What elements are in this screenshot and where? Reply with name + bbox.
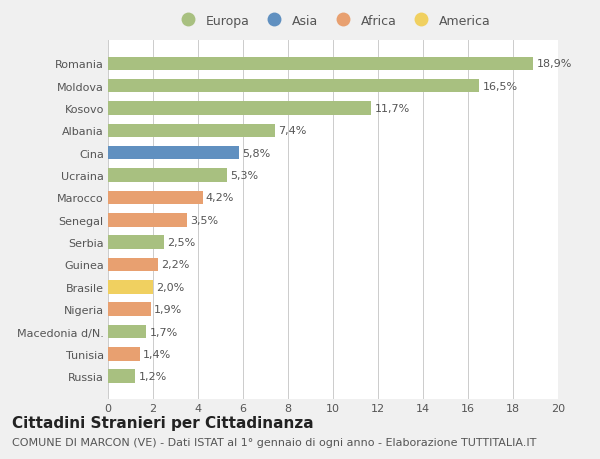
Text: 11,7%: 11,7% xyxy=(374,104,410,114)
Bar xyxy=(108,347,139,361)
Text: 4,2%: 4,2% xyxy=(206,193,234,203)
Text: 1,9%: 1,9% xyxy=(154,304,182,314)
Text: 16,5%: 16,5% xyxy=(482,82,518,91)
Bar xyxy=(108,369,135,383)
Text: COMUNE DI MARCON (VE) - Dati ISTAT al 1° gennaio di ogni anno - Elaborazione TUT: COMUNE DI MARCON (VE) - Dati ISTAT al 1°… xyxy=(12,437,536,447)
Bar xyxy=(108,169,227,182)
Bar xyxy=(108,80,479,93)
Bar xyxy=(108,124,275,138)
Text: 2,5%: 2,5% xyxy=(167,238,196,247)
Text: 3,5%: 3,5% xyxy=(190,215,218,225)
Text: 7,4%: 7,4% xyxy=(278,126,306,136)
Bar xyxy=(108,280,153,294)
Bar xyxy=(108,57,533,71)
Bar xyxy=(108,325,146,338)
Bar xyxy=(108,236,164,249)
Text: 2,0%: 2,0% xyxy=(157,282,185,292)
Bar xyxy=(108,191,203,205)
Legend: Europa, Asia, Africa, America: Europa, Asia, Africa, America xyxy=(172,11,494,32)
Bar xyxy=(108,147,239,160)
Text: 18,9%: 18,9% xyxy=(536,59,572,69)
Bar xyxy=(108,258,157,272)
Text: 1,7%: 1,7% xyxy=(149,327,178,337)
Bar xyxy=(108,303,151,316)
Text: 1,4%: 1,4% xyxy=(143,349,171,359)
Text: 5,3%: 5,3% xyxy=(230,171,259,181)
Bar xyxy=(108,102,371,116)
Text: 1,2%: 1,2% xyxy=(139,371,167,381)
Bar xyxy=(108,213,187,227)
Text: 5,8%: 5,8% xyxy=(242,148,270,158)
Text: Cittadini Stranieri per Cittadinanza: Cittadini Stranieri per Cittadinanza xyxy=(12,415,314,431)
Text: 2,2%: 2,2% xyxy=(161,260,189,270)
